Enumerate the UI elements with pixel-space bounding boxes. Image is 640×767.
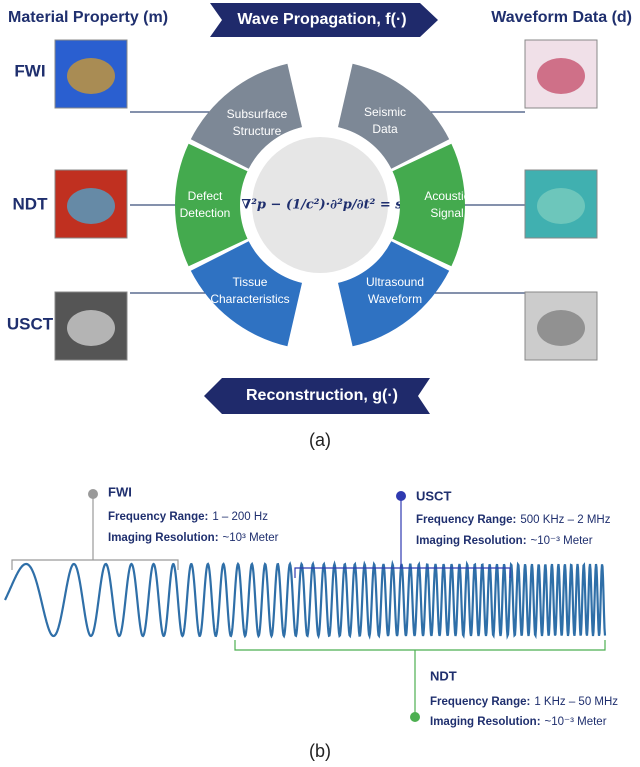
bracket-usct <box>294 497 511 578</box>
waveform-thumbnail-detail <box>537 188 585 224</box>
spectrum-line: Imaging Resolution: ~10³ Meter <box>108 532 279 544</box>
caption: (a) <box>309 430 331 450</box>
segment <box>190 241 302 347</box>
segment-label: Acoustic <box>424 189 469 203</box>
chirp-wave <box>4 559 607 640</box>
segment-label: Structure <box>233 124 282 138</box>
segment-label: Defect <box>188 189 223 203</box>
equation: ∇²p − (1/c²)·∂²p/∂t² = s <box>241 198 403 213</box>
caption: (b) <box>309 741 331 761</box>
segment-label: Ultrasound <box>366 275 424 289</box>
dot <box>396 491 406 501</box>
inverse-arrow <box>204 378 430 414</box>
header-right: Waveform Data (d) <box>491 9 632 26</box>
spectrum-value: ~10⁻³ Meter <box>531 535 593 547</box>
spectrum-value: 1 KHz – 50 MHz <box>534 696 618 708</box>
spectrum-line: Imaging Resolution: ~10⁻³ Meter <box>430 716 607 728</box>
equation-disc <box>252 137 388 273</box>
segment-label: Seismic <box>364 105 406 119</box>
bracket-ndt <box>234 640 606 716</box>
header-center: Wave Propagation, f(·) <box>237 11 406 28</box>
spectrum-name: NDT <box>430 668 457 683</box>
segment-label: Signal <box>430 206 463 220</box>
property-thumbnail-detail <box>67 310 115 346</box>
spectrum-key: Imaging Resolution: <box>430 716 541 728</box>
segment <box>175 143 248 267</box>
segment-label: Subsurface <box>227 107 288 121</box>
spectrum-key: Imaging Resolution: <box>108 532 219 544</box>
property-thumbnail-detail <box>67 188 115 224</box>
spectrum-key: Frequency Range: <box>416 514 516 526</box>
segment-label: Detection <box>180 206 231 220</box>
spectrum-value: ~10⁻³ Meter <box>545 716 607 728</box>
footer-arrow: Reconstruction, g(·) <box>246 387 398 404</box>
dot <box>88 489 98 499</box>
segment-label: Data <box>372 122 398 136</box>
segment <box>392 143 465 267</box>
spectrum-line: Frequency Range: 500 KHz – 2 MHz <box>416 514 611 526</box>
header-left: Material Property (m) <box>8 9 168 26</box>
segment <box>338 63 450 169</box>
spectrum-name: USCT <box>416 488 451 503</box>
waveform-thumbnail-detail <box>537 310 585 346</box>
dot <box>410 712 420 722</box>
bracket-fwi <box>11 495 179 570</box>
segment-label: Characteristics <box>210 292 289 306</box>
row-label: USCT <box>7 314 54 333</box>
spectrum-value: 1 – 200 Hz <box>212 511 268 523</box>
spectrum-value: 500 KHz – 2 MHz <box>520 514 610 526</box>
forward-arrow <box>210 3 438 37</box>
spectrum-line: Frequency Range: 1 KHz – 50 MHz <box>430 696 618 708</box>
spectrum-key: Frequency Range: <box>430 696 530 708</box>
spectrum-key: Frequency Range: <box>108 511 208 523</box>
segment-label: Tissue <box>233 275 268 289</box>
waveform-thumbnail-detail <box>537 58 585 94</box>
property-thumbnail-detail <box>67 58 115 94</box>
row-label: FWI <box>14 61 45 80</box>
segment <box>190 63 302 169</box>
spectrum-key: Imaging Resolution: <box>416 535 527 547</box>
spectrum-line: Imaging Resolution: ~10⁻³ Meter <box>416 535 593 547</box>
spectrum-line: Frequency Range: 1 – 200 Hz <box>108 511 268 523</box>
spectrum-name: FWI <box>108 484 132 499</box>
segment <box>338 241 450 347</box>
row-label: NDT <box>13 194 49 213</box>
segment-label: Waveform <box>368 292 422 306</box>
spectrum-value: ~10³ Meter <box>223 532 279 544</box>
